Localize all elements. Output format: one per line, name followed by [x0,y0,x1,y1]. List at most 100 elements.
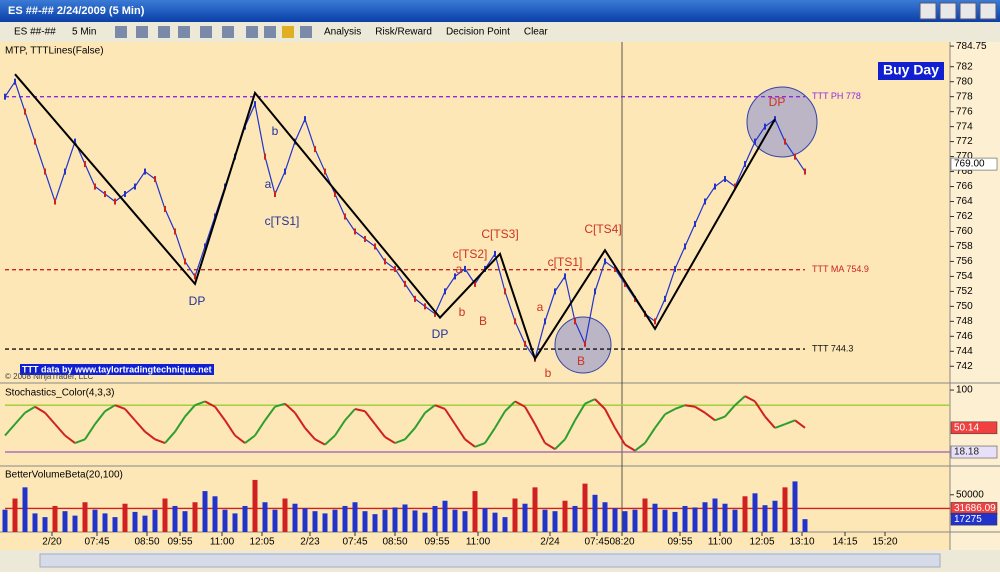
stoch-segment [794,419,806,429]
scroll-thumb[interactable] [39,553,941,568]
price-bar [604,258,606,265]
stoch-segment [774,423,786,429]
stoch-segment [54,423,66,437]
volume-bar [802,519,808,532]
stoch-segment [324,434,336,446]
price-bar [214,213,216,220]
toolbar-icons [115,26,312,38]
price-bar [474,280,476,287]
stoch-segment [484,427,496,444]
toolbar-button[interactable]: Clear [524,27,549,38]
stoch-segment [94,410,106,425]
stoch-segment [694,405,706,414]
price-bar [54,198,56,205]
stoch-segment [724,404,736,418]
price-bar [34,138,36,145]
icon[interactable] [246,26,258,38]
icon[interactable] [300,26,312,38]
price-bar [314,146,316,153]
toolbar-button[interactable]: Risk/Reward [375,27,432,38]
y-tick-label: 784.75 [956,41,987,52]
volume-bar [232,513,238,532]
price-bar [24,108,26,115]
price-bar [434,310,436,317]
stoch-segment [384,436,396,444]
icon[interactable] [158,26,170,38]
icon[interactable] [200,26,212,38]
y-tick-label: 776 [956,106,973,117]
price-bar [654,318,656,325]
stoch-segment [764,415,776,429]
y-tick-label: 774 [956,121,973,132]
volume-bar [642,498,648,532]
volume-bar [142,515,148,532]
price-bar [704,198,706,205]
stoch-segment [734,395,746,406]
stoch-segment [314,438,326,446]
value-tag [950,421,998,435]
volume-bar [392,507,398,532]
price-bar [374,243,376,250]
instrument[interactable]: ES ##-## [14,27,56,38]
price-bar [124,191,126,198]
y-tick-label: 750 [956,301,973,312]
stoch-segment [244,434,256,444]
stoch-segment [224,419,236,437]
level-label: TTT 744.3 [812,343,853,353]
price-bar [284,168,286,175]
btn-max[interactable] [959,2,977,20]
annotation: B [479,314,487,328]
stoch-segment [44,412,56,425]
y-tick-label: 100 [956,385,973,396]
icon[interactable] [222,26,234,38]
btn-min[interactable] [939,2,957,20]
x-tick-label: 13:10 [789,537,814,548]
highlight-circle [554,316,612,374]
icon[interactable] [136,26,148,38]
stoch-segment [24,405,36,414]
price-bar [144,168,146,175]
volume-bar [522,503,528,532]
toolbar-button[interactable]: Decision Point [446,27,510,38]
volume-bar [762,505,768,532]
volume-bar [182,511,188,532]
stoch-segment [554,438,566,450]
stoch-segment [234,434,246,444]
volume-bar [152,509,158,532]
btn-l[interactable] [919,2,937,20]
stoch-segment [184,404,196,418]
stoch-segment [34,405,46,414]
price-bar [794,153,796,160]
stoch-segment [524,406,536,425]
icon[interactable] [178,26,190,38]
value-tag-label: 769.00 [954,159,985,170]
volume-bar [782,487,788,532]
icon[interactable] [264,26,276,38]
volume-bar [12,498,18,532]
stoch-segment [434,404,446,410]
annotation: c[TS2] [453,247,488,261]
price-bar [184,258,186,265]
volume-bar [412,510,418,532]
annotation: c[TS1] [265,214,300,228]
toolbar-button[interactable]: Analysis [324,27,361,38]
volume-bar [132,511,138,532]
icon[interactable] [115,26,127,38]
volume-bar [272,509,278,532]
btn-close[interactable] [979,2,997,20]
stoch-segment [784,419,796,426]
y-tick-label: 50000 [956,489,984,500]
volume-bar [752,493,758,532]
y-tick-label: 756 [956,256,973,267]
icon[interactable] [282,26,294,38]
stoch-segment [654,413,666,429]
price-bar [804,168,806,175]
stoch-segment [624,443,636,452]
trendline [14,73,776,362]
interval[interactable]: 5 Min [72,27,96,38]
volume-bar [42,517,48,532]
price-bar [354,228,356,235]
stoch-segment [344,408,356,422]
price-bar [4,93,6,100]
price-bar [194,273,196,280]
